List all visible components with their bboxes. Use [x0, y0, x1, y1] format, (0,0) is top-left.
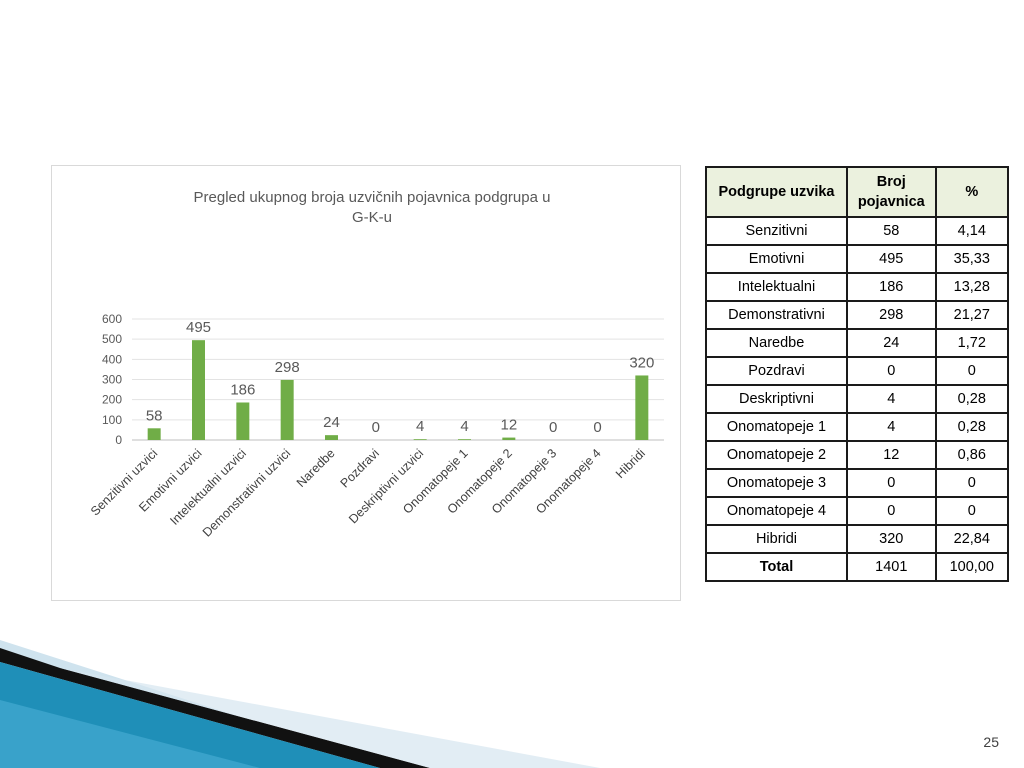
- table-total-row: Total 1401 100,00: [705, 552, 1010, 582]
- total-count: 1401: [845, 552, 937, 582]
- cell-count: 0: [845, 468, 937, 498]
- cell-subgroup: Onomatopeje 4: [705, 496, 848, 526]
- y-tick-label: 400: [102, 352, 122, 366]
- y-tick-label: 200: [102, 393, 122, 407]
- header-subgroup: Podgrupe uzvika: [705, 166, 848, 218]
- cell-percent: 0,86: [934, 440, 1010, 470]
- category-label: Hibridi: [613, 446, 648, 481]
- total-percent: 100,00: [934, 552, 1010, 582]
- data-label: 186: [230, 381, 255, 398]
- cell-count: 0: [845, 356, 937, 386]
- cell-percent: 0,28: [934, 384, 1010, 414]
- cell-count: 495: [845, 244, 937, 274]
- total-label: Total: [705, 552, 848, 582]
- cell-count: 24: [845, 328, 937, 358]
- category-label: Deskriptivni uzvici: [346, 446, 426, 526]
- cell-subgroup: Onomatopeje 2: [705, 440, 848, 470]
- data-label: 495: [186, 319, 211, 336]
- bar: [147, 428, 161, 440]
- bar: [635, 375, 649, 440]
- category-label: Intelektualni uzvici: [167, 446, 249, 528]
- data-label: 58: [146, 407, 163, 424]
- cell-subgroup: Emotivni: [705, 244, 848, 274]
- cell-subgroup: Demonstrativni: [705, 300, 848, 330]
- category-label: Pozdravi: [338, 446, 382, 490]
- cell-subgroup: Senzitivni: [705, 216, 848, 246]
- data-label: 12: [500, 417, 517, 434]
- cell-percent: 0: [934, 496, 1010, 526]
- cell-percent: 0,28: [934, 412, 1010, 442]
- cell-percent: 0: [934, 468, 1010, 498]
- table-header-row: Podgrupe uzvika Broj pojavnica %: [705, 166, 1010, 218]
- table-row: Pozdravi 0 0: [705, 356, 1010, 386]
- cell-count: 58: [845, 216, 937, 246]
- bar-chart: Pregled ukupnog broja uzvičnih pojavnica…: [88, 189, 664, 540]
- bar: [458, 439, 471, 440]
- y-tick-label: 500: [102, 332, 122, 346]
- y-tick-label: 100: [102, 413, 122, 427]
- cell-percent: 0: [934, 356, 1010, 386]
- cell-percent: 4,14: [934, 216, 1010, 246]
- header-count: Broj pojavnica: [845, 166, 937, 218]
- cell-percent: 13,28: [934, 272, 1010, 302]
- cell-percent: 35,33: [934, 244, 1010, 274]
- cell-subgroup: Onomatopeje 1: [705, 412, 848, 442]
- data-label: 298: [275, 359, 300, 376]
- table-row: Emotivni 495 35,33: [705, 244, 1010, 274]
- page-number: 25: [983, 734, 999, 750]
- cell-count: 298: [845, 300, 937, 330]
- cell-subgroup: Hibridi: [705, 524, 848, 554]
- bar: [413, 439, 427, 440]
- data-table: Podgrupe uzvika Broj pojavnica % Senziti…: [705, 166, 1010, 582]
- data-label: 4: [460, 418, 468, 435]
- y-tick-label: 0: [115, 433, 122, 447]
- cell-subgroup: Intelektualni: [705, 272, 848, 302]
- header-percent: %: [934, 166, 1010, 218]
- data-label: 4: [416, 418, 424, 435]
- cell-count: 186: [845, 272, 937, 302]
- cell-percent: 22,84: [934, 524, 1010, 554]
- table-row: Senzitivni 58 4,14: [705, 216, 1010, 246]
- data-label: 0: [549, 419, 557, 436]
- category-label: Demonstrativni uzvici: [200, 446, 293, 539]
- data-label: 24: [323, 414, 340, 431]
- table-row: Onomatopeje 2 12 0,86: [705, 440, 1010, 470]
- table-row: Demonstrativni 298 21,27: [705, 300, 1010, 330]
- cell-count: 4: [845, 412, 937, 442]
- y-tick-label: 600: [102, 312, 122, 326]
- table-row: Onomatopeje 1 4 0,28: [705, 412, 1010, 442]
- y-tick-label: 300: [102, 373, 122, 387]
- data-label: 0: [372, 419, 380, 436]
- slide-decoration: [0, 640, 600, 768]
- data-label: 320: [629, 354, 654, 371]
- table-row: Naredbe 24 1,72: [705, 328, 1010, 358]
- chart-title-line-2: G-K-u: [352, 209, 392, 226]
- cell-count: 0: [845, 496, 937, 526]
- bar: [502, 437, 516, 440]
- bar: [236, 402, 250, 440]
- cell-subgroup: Deskriptivni: [705, 384, 848, 414]
- cell-count: 12: [845, 440, 937, 470]
- cell-subgroup: Naredbe: [705, 328, 848, 358]
- cell-percent: 21,27: [934, 300, 1010, 330]
- bar: [192, 340, 205, 440]
- category-label: Naredbe: [294, 446, 338, 490]
- bar: [280, 379, 294, 440]
- table-row: Deskriptivni 4 0,28: [705, 384, 1010, 414]
- data-label: 0: [593, 419, 601, 436]
- decor-fade-band: [60, 668, 600, 768]
- cell-percent: 1,72: [934, 328, 1010, 358]
- cell-count: 4: [845, 384, 937, 414]
- table-row: Hibridi 320 22,84: [705, 524, 1010, 554]
- chart-title-line-1: Pregled ukupnog broja uzvičnih pojavnica…: [194, 189, 551, 206]
- chart-panel: Pregled ukupnog broja uzvičnih pojavnica…: [51, 165, 681, 601]
- bar: [325, 435, 338, 440]
- cell-subgroup: Pozdravi: [705, 356, 848, 386]
- cell-subgroup: Onomatopeje 3: [705, 468, 848, 498]
- cell-count: 320: [845, 524, 937, 554]
- table-row: Intelektualni 186 13,28: [705, 272, 1010, 302]
- decor-blue-highlight: [0, 700, 260, 768]
